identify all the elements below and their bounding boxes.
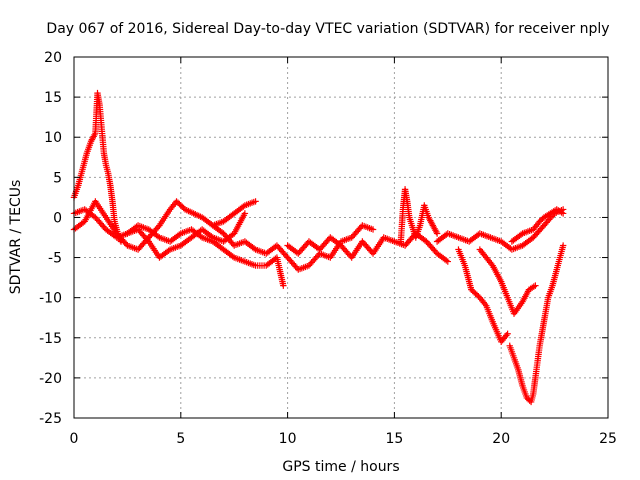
y-tick-label-5: 5 <box>53 170 62 186</box>
x-tick-label-20: 20 <box>492 431 510 447</box>
series-track-g <box>397 186 441 245</box>
data-point <box>154 223 162 231</box>
y-tick-label--10: -10 <box>39 291 62 307</box>
series-track-l <box>508 206 567 245</box>
series-track-j <box>476 246 539 317</box>
data-marks <box>70 89 567 406</box>
series-track-f <box>284 230 451 265</box>
data-point <box>433 230 441 237</box>
data-point <box>532 282 539 289</box>
x-tick-label-0: 0 <box>70 431 79 447</box>
x-axis-label: GPS time / hours <box>282 459 399 475</box>
series-track-k <box>506 242 567 406</box>
y-tick-label--5: -5 <box>48 251 62 267</box>
x-tick-label-5: 5 <box>176 431 185 447</box>
y-tick-label-10: 10 <box>44 130 62 146</box>
data-point <box>165 247 172 254</box>
data-point <box>559 242 567 249</box>
data-point <box>144 236 151 244</box>
data-point <box>369 226 377 233</box>
x-tick-label-15: 15 <box>385 431 403 447</box>
y-tick-label--20: -20 <box>39 371 62 387</box>
series-track-i <box>455 246 511 345</box>
data-point <box>252 198 259 205</box>
series-track-h <box>433 206 567 253</box>
data-point <box>240 203 247 210</box>
plot-frame <box>73 56 609 419</box>
chart-title: Day 067 of 2016, Sidereal Day-to-day VTE… <box>46 21 609 37</box>
data-point <box>517 231 525 238</box>
data-point <box>280 282 287 289</box>
y-axis-label: SDTVAR / TECUs <box>8 180 24 295</box>
data-point <box>250 245 258 252</box>
data-point <box>176 231 183 238</box>
data-point <box>443 257 450 264</box>
x-tick-label-10: 10 <box>279 431 297 447</box>
data-point <box>229 253 236 260</box>
data-point <box>504 330 511 337</box>
grid-lines <box>74 57 608 418</box>
data-point <box>444 258 451 265</box>
data-point <box>197 233 204 240</box>
y-tick-label-15: 15 <box>44 90 62 106</box>
data-point <box>559 210 567 217</box>
y-tick-label--15: -15 <box>39 331 62 347</box>
y-tick-label--25: -25 <box>39 411 62 427</box>
x-tick-label-25: 25 <box>599 431 617 447</box>
y-tick-label-20: 20 <box>44 50 62 66</box>
data-point <box>241 210 249 217</box>
y-tick-label-0: 0 <box>53 210 62 226</box>
series-track-d <box>124 222 287 289</box>
axis-ticks: 0 5 10 15 20 25 -25 -20 -15 -10 -5 0 5 10 15 20 <box>39 50 617 447</box>
data-point <box>154 233 162 240</box>
